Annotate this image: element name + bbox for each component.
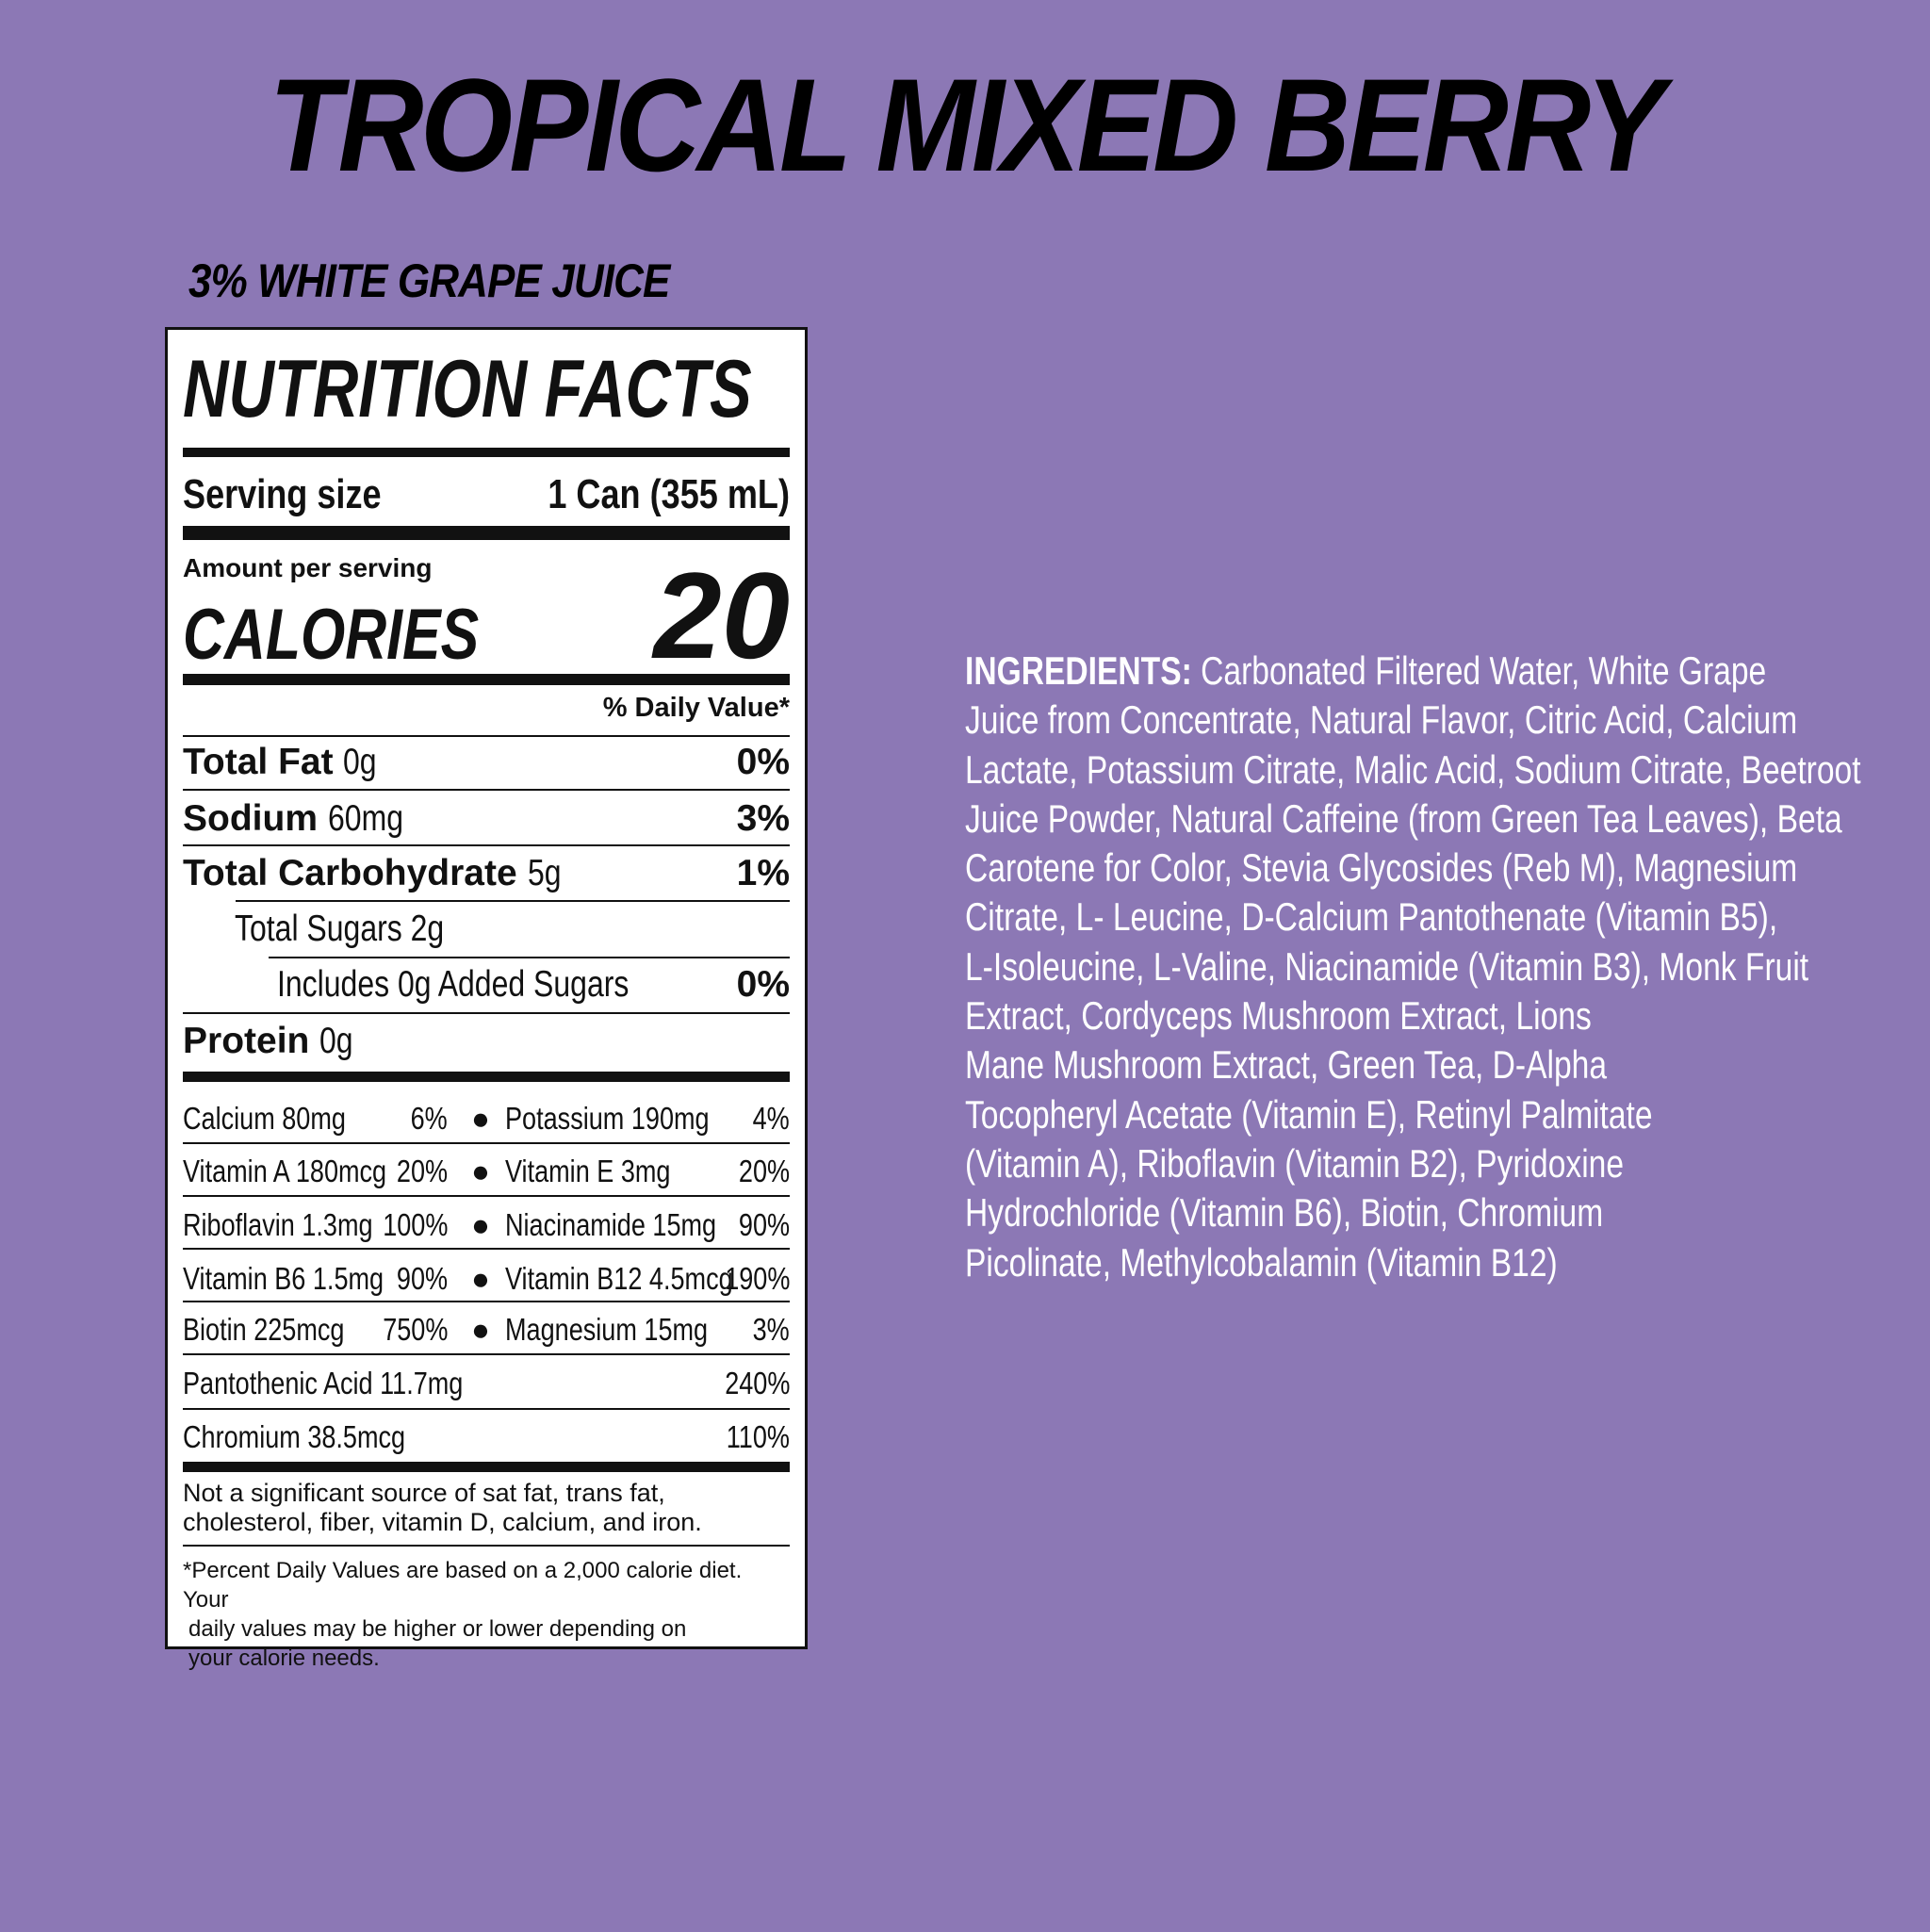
divider xyxy=(183,789,790,791)
divider xyxy=(183,844,790,846)
daily-value-footnote: *Percent Daily Values are based on a 2,0… xyxy=(183,1558,743,1671)
not-significant-note: Not a significant source of sat fat, tra… xyxy=(183,1479,702,1536)
vitamin-row: Pantothenic Acid 11.7mg 240% xyxy=(183,1366,790,1400)
nutrient-row-protein: Protein 0g xyxy=(183,1021,353,1061)
serving-size-label: Serving size xyxy=(183,471,382,517)
divider xyxy=(183,1142,790,1144)
divider xyxy=(183,1301,790,1302)
nutrient-row-total-sugars: Total Sugars 2g xyxy=(235,909,445,949)
divider xyxy=(236,900,790,902)
bullet-icon: ● xyxy=(471,1101,490,1136)
vitamin-row: Vitamin B6 1.5mg 90% ● Vitamin B12 4.5mcg 19… xyxy=(183,1261,790,1296)
vitamin-row: Chromium 38.5mcg 110% xyxy=(183,1419,790,1454)
product-title: TROPICAL MIXED BERRY xyxy=(269,51,1664,199)
ingredients-label: INGREDIENTS: xyxy=(965,648,1192,693)
divider xyxy=(183,1195,790,1197)
bullet-icon: ● xyxy=(471,1154,490,1188)
divider xyxy=(183,1462,790,1472)
vitamin-row: Biotin 225mcg 750% ● Magnesium 15mg 3% xyxy=(183,1312,790,1347)
vitamin-row: Riboflavin 1.3mg 100% ● Niacinamide 15mg 90% xyxy=(183,1207,790,1242)
nutrient-row-sodium: Sodium 60mg 3% xyxy=(183,798,790,839)
divider xyxy=(183,1072,790,1082)
daily-value-header: % Daily Value* xyxy=(602,693,790,723)
divider xyxy=(183,1248,790,1250)
divider xyxy=(183,1353,790,1355)
bullet-icon: ● xyxy=(471,1207,490,1242)
nutrition-facts-panel xyxy=(165,327,808,1649)
divider xyxy=(183,674,790,685)
divider xyxy=(183,735,790,737)
divider xyxy=(183,1012,790,1014)
divider xyxy=(269,957,790,958)
vitamin-row: Calcium 80mg 6% ● Potassium 190mg 4% xyxy=(183,1101,790,1136)
serving-size-row: Serving size 1 Can (355 mL) xyxy=(183,474,790,516)
calories-label: CALORIES xyxy=(183,595,480,675)
nutrition-heading: NUTRITION FACTS xyxy=(183,344,752,434)
divider xyxy=(183,1408,790,1410)
nutrient-row-added-sugars: Includes 0g Added Sugars 0% xyxy=(277,964,790,1005)
nutrient-row-total-carbohydrate: Total Carbohydrate 5g 1% xyxy=(183,853,790,893)
divider xyxy=(183,448,790,457)
calories-value: 20 xyxy=(653,547,790,684)
juice-content-subtitle: 3% WHITE GRAPE JUICE xyxy=(188,254,670,307)
serving-size-value: 1 Can (355 mL) xyxy=(548,471,790,517)
divider xyxy=(183,526,790,540)
ingredients-list: INGREDIENTS: Carbonated Filtered Water, … xyxy=(965,648,1861,1285)
bullet-icon: ● xyxy=(471,1312,490,1347)
nutrient-row-total-fat: Total Fat 0g 0% xyxy=(183,742,790,782)
bullet-icon: ● xyxy=(471,1261,490,1296)
divider xyxy=(183,1545,790,1547)
amount-per-serving: Amount per serving xyxy=(183,553,433,582)
vitamin-row: Vitamin A 180mcg 20% ● Vitamin E 3mg 20% xyxy=(183,1154,790,1188)
